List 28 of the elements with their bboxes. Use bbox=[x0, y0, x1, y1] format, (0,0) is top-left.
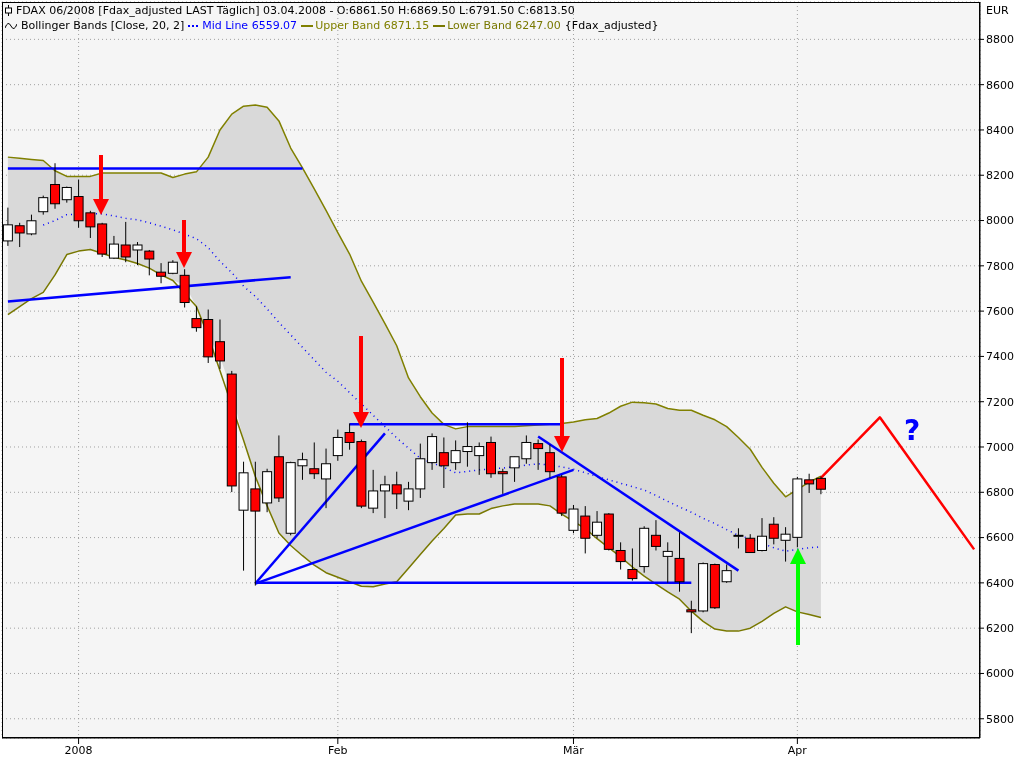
y-tick-label: 7400 bbox=[986, 350, 1014, 364]
y-axis-title: EUR bbox=[986, 4, 1009, 17]
y-tick-label: 8800 bbox=[986, 33, 1014, 47]
y-tick-label: 7600 bbox=[986, 305, 1014, 319]
x-tick-label: Mär bbox=[563, 743, 585, 757]
text: Bollinger Bands [Close, 20, 2] bbox=[21, 18, 185, 33]
x-tick-label: Feb bbox=[328, 743, 348, 757]
x-tick-label: 2008 bbox=[64, 743, 93, 757]
y-tick-label: 6200 bbox=[986, 622, 1014, 636]
y-tick-label: 6400 bbox=[986, 576, 1014, 590]
y-tick-label: 8200 bbox=[986, 169, 1014, 183]
y-tick-label: 8000 bbox=[986, 214, 1014, 228]
legend-label: Lower Band 6247.00 bbox=[447, 18, 561, 33]
legend-label: Mid Line 6559.07 bbox=[202, 18, 298, 33]
y-tick-label: 6600 bbox=[986, 531, 1014, 545]
y-tick-label: 7200 bbox=[986, 395, 1014, 409]
x-tick-label: Apr bbox=[787, 743, 808, 757]
chart-title: FDAX 06/2008 [Fdax_adjusted LAST Täglich] 03.04.2008 - O:6861.50 H:6869.50 L:6791.50 C:6813.50 bbox=[16, 3, 575, 18]
legend-label: Upper Band 6871.15 bbox=[315, 18, 430, 33]
y-tick-label: 6800 bbox=[986, 486, 1014, 500]
y-tick-label: 6000 bbox=[986, 667, 1014, 681]
annotation: ? bbox=[904, 414, 921, 447]
y-tick-label: 8400 bbox=[986, 123, 1014, 137]
y-tick-label: 8600 bbox=[986, 78, 1014, 92]
y-tick-label: 5800 bbox=[986, 712, 1014, 726]
annotation: {Fdax_adjusted} bbox=[564, 18, 659, 33]
y-tick-label: 7000 bbox=[986, 440, 1014, 454]
y-tick-label: 7800 bbox=[986, 259, 1014, 273]
